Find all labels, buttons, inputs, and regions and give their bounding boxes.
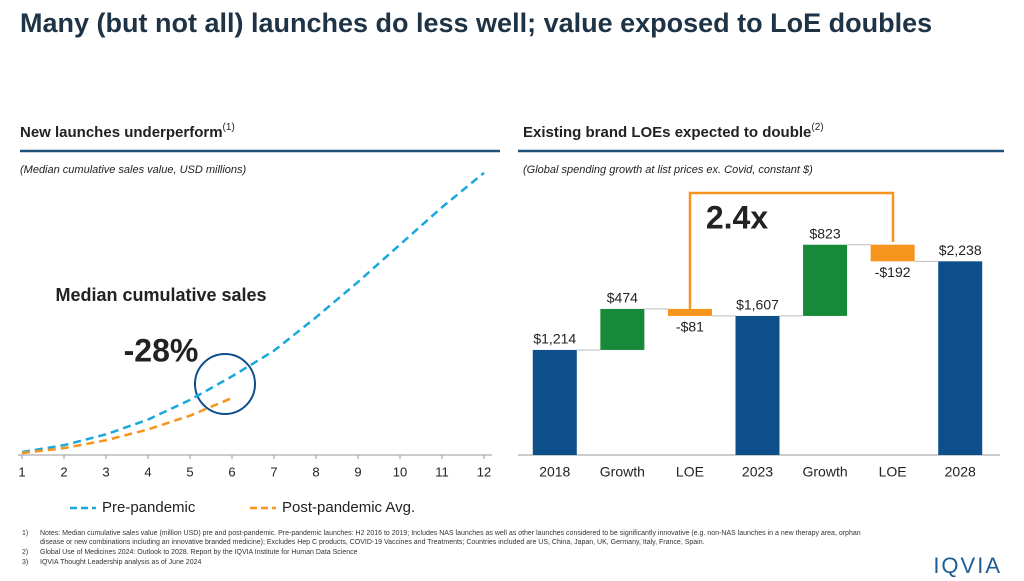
x-tick-label: 2028: [945, 464, 976, 480]
bar: [938, 261, 983, 455]
footnote-text: Global Use of Medicines 2024: Outlook to…: [40, 549, 358, 556]
panel-title: Existing brand LOEs expected to double(2…: [523, 122, 824, 141]
x-tick-label: 3: [102, 464, 109, 479]
x-tick-label: 6: [228, 464, 235, 479]
annotation-value: -28%: [124, 332, 199, 368]
footnote-marker: 2): [22, 549, 29, 556]
panel-subtitle: (Median cumulative sales value, USD mill…: [20, 164, 247, 176]
bar: [735, 315, 780, 455]
x-tick-label: LOE: [676, 464, 704, 480]
panel-subtitle: (Global spending growth at list prices e…: [523, 164, 813, 176]
bracket: [688, 191, 895, 312]
value-label: $2,238: [939, 242, 982, 258]
value-label: -$192: [875, 264, 911, 280]
footnote: 2) Global Use of Medicines 2024: Outlook …: [22, 548, 862, 557]
footnote-text: Notes: Median cumulative sales value (mi…: [40, 530, 861, 546]
value-label: $1,607: [736, 297, 779, 313]
x-tick-label: 12: [477, 464, 491, 479]
panel-title-note: (2): [811, 122, 823, 133]
bar: [803, 244, 848, 316]
value-label: $823: [809, 225, 840, 241]
panel-title-text: New launches underperform: [20, 124, 223, 141]
panel-title-note: (1): [223, 122, 235, 133]
panel-title: New launches underperform(1): [20, 122, 235, 141]
x-tick-label: 9: [354, 464, 361, 479]
legend-label: Post-pandemic Avg.: [282, 499, 415, 516]
x-tick-label: 11: [435, 464, 449, 479]
panel-title-text: Existing brand LOEs expected to double: [523, 124, 811, 141]
bar: [532, 349, 577, 455]
x-tick-label: 5: [186, 464, 193, 479]
slide-title: Many (but not all) launches do less well…: [20, 8, 933, 38]
x-tick-label: 1: [18, 464, 25, 479]
bar: [600, 308, 645, 350]
line-series: [21, 396, 233, 455]
footnote: 1) Notes: Median cumulative sales value (…: [22, 529, 862, 547]
x-tick-label: 4: [144, 464, 151, 479]
annotation: 2.4x: [706, 199, 768, 235]
x-tick-label: 10: [393, 464, 407, 479]
line-series: [21, 171, 485, 454]
x-tick-label: Growth: [600, 464, 645, 480]
bar: [667, 308, 712, 316]
x-tick-label: 2: [60, 464, 67, 479]
value-label: $1,214: [533, 331, 576, 347]
footnote-marker: 1): [22, 530, 29, 537]
x-tick-label: Growth: [803, 464, 848, 480]
x-tick-label: 8: [312, 464, 319, 479]
annotation: Median cumulative sales: [55, 285, 266, 305]
footnote-marker: 3): [22, 559, 29, 566]
x-tick-label: LOE: [879, 464, 907, 480]
x-tick-label: 7: [270, 464, 277, 479]
legend-label: Pre-pandemic: [102, 499, 196, 516]
logo: IQVIA: [933, 553, 1002, 578]
x-tick-label: 2023: [742, 464, 773, 480]
bar: [870, 244, 915, 262]
x-tick-label: 2018: [539, 464, 570, 480]
value-label: $474: [607, 290, 638, 306]
footnote-text: IQVIA Thought Leadership analysis as of …: [40, 559, 202, 566]
highlight-circle: [194, 353, 256, 415]
value-label: -$81: [676, 319, 704, 335]
footnote: 3) IQVIA Thought Leadership analysis as o…: [22, 558, 862, 567]
